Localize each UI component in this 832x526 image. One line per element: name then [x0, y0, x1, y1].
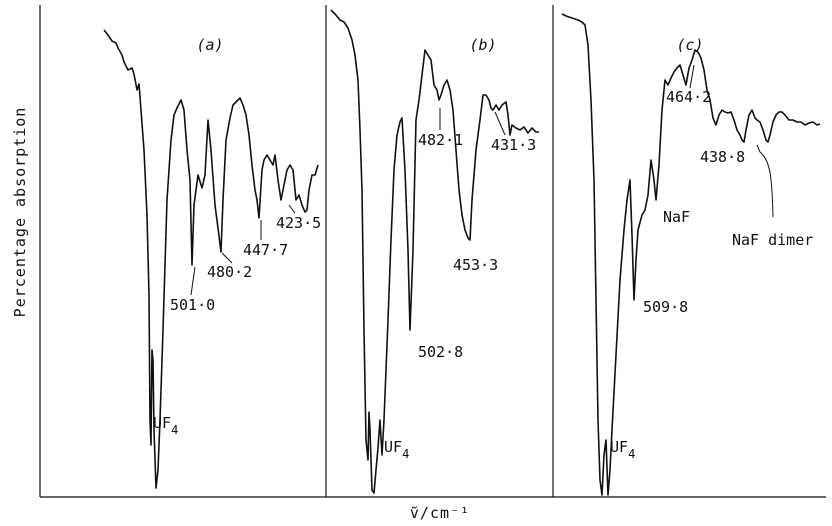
- arrow-464: [689, 64, 695, 89]
- peak-label-uf4-b: UF4: [384, 438, 409, 461]
- arrow-423: [288, 204, 296, 214]
- y-axis-label: Percentage absorption: [11, 107, 29, 318]
- peak-label-naf-dimer: NaF dimer: [732, 231, 813, 249]
- x-axis-label: ṽ/cm⁻¹: [410, 504, 470, 522]
- arrow-501: [190, 266, 196, 296]
- peak-label-uf4-a: UF4: [153, 414, 178, 437]
- panel-label-a: (a): [196, 36, 223, 54]
- spectrum-trace-c: [561, 13, 821, 496]
- peak-label-453: 453·3: [453, 256, 498, 274]
- peak-label-438: 438·8: [700, 148, 745, 166]
- peak-label-464: 464·2: [666, 88, 711, 106]
- arrow-431: [494, 111, 506, 136]
- panel-label-c: (c): [676, 36, 703, 54]
- peak-label-480: 480·2: [207, 263, 252, 281]
- peak-label-501: 501·0: [170, 296, 215, 314]
- peak-label-naf: NaF: [663, 208, 690, 226]
- peak-label-509: 509·8: [643, 298, 688, 316]
- peak-label-502: 502·8: [418, 343, 463, 361]
- panel-label-b: (b): [469, 36, 496, 54]
- peak-label-uf4-c: UF4: [610, 438, 635, 461]
- arrow-nafdimer: [756, 144, 774, 218]
- spectrum-trace-b: [330, 9, 539, 494]
- arrow-480: [221, 252, 233, 264]
- peak-label-431: 431·3: [491, 136, 536, 154]
- peak-label-447: 447·7: [243, 241, 288, 259]
- peak-label-423: 423·5: [276, 214, 321, 232]
- spectrum-trace-a: [103, 29, 319, 489]
- peak-label-482: 482·1: [418, 131, 463, 149]
